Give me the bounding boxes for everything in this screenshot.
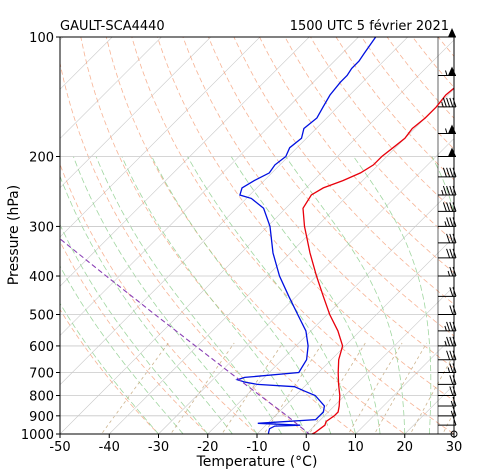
isotherm-line [60, 37, 162, 139]
dry-adiabat-line [182, 37, 454, 369]
x-tick-label: 10 [347, 440, 364, 455]
isotherm-line [60, 37, 310, 287]
isotherm-line [355, 335, 454, 434]
dry-adiabat-line [259, 37, 454, 274]
isotherm-line [60, 37, 261, 238]
y-tick-label: 600 [29, 340, 54, 355]
y-tick-label: 800 [29, 390, 54, 405]
dry-adiabat-line [157, 37, 454, 402]
isotherm-line [207, 187, 454, 434]
isotherm-line [305, 285, 454, 434]
mixing-ratio-line [462, 343, 500, 442]
wind-barb [438, 321, 457, 332]
y-tick-label: 200 [29, 151, 54, 166]
y-tick-label: 100 [29, 31, 54, 46]
dry-adiabat-line [284, 37, 454, 243]
x-tick-label: 30 [446, 440, 463, 455]
wind-barb [438, 350, 457, 361]
wind-barb [438, 266, 457, 277]
dry-adiabat-line [464, 37, 500, 442]
wind-barb [438, 375, 457, 385]
isotherm-line [60, 37, 212, 189]
wind-barb [438, 233, 457, 244]
dewpoint-line [235, 37, 377, 434]
y-tick-label: 900 [29, 410, 54, 425]
x-tick-label: -20 [197, 440, 218, 455]
time-label: 1500 UTC 5 février 2021 [290, 19, 449, 34]
moist-adiabat-line [121, 156, 307, 434]
x-tick-label: -40 [99, 440, 120, 455]
y-tick-label: 400 [29, 270, 54, 285]
wind-barb [438, 336, 457, 347]
moist-adiabat-line [60, 175, 233, 434]
dry-adiabat-line [412, 37, 454, 88]
dry-adiabat-line [361, 37, 454, 150]
wind-barb [438, 287, 457, 297]
wind-barb [438, 415, 457, 426]
moist-adiabat-line [95, 156, 282, 434]
parcel-line [60, 238, 311, 434]
wind-barb [438, 406, 457, 417]
y-tick-label: 500 [29, 308, 54, 323]
wind-barb [438, 217, 457, 227]
y-tick-label: 700 [29, 367, 54, 382]
station-label: GAULT-SCA4440 [60, 19, 165, 34]
wind-barb [438, 305, 457, 315]
mixing-ratio-line [347, 342, 403, 434]
wind-barb [438, 66, 456, 76]
moist-adiabat-line [60, 223, 209, 434]
isotherm-line [60, 37, 409, 386]
wind-barb [438, 124, 456, 134]
mixing-ratio-line [374, 342, 428, 434]
x-tick-label: 0 [302, 440, 310, 455]
background-lines [60, 28, 500, 442]
moist-adiabat-line [285, 156, 406, 434]
mixing-ratio-line [170, 342, 235, 434]
dry-adiabat-line [60, 61, 307, 434]
dry-adiabat-line [335, 37, 454, 181]
x-tick-label: 20 [396, 440, 413, 455]
dry-adiabat-line [233, 37, 454, 305]
mixing-ratio-line [442, 411, 454, 434]
grid [60, 36, 454, 435]
dry-adiabat-line [80, 37, 357, 434]
isotherm-line [60, 37, 359, 336]
mixing-ratio-line [409, 353, 454, 434]
dry-adiabat-line [60, 308, 160, 434]
x-tick-label: -10 [246, 440, 267, 455]
dry-adiabat-line [60, 163, 258, 434]
dry-adiabat-line [131, 37, 454, 434]
dry-adiabat-line [489, 37, 500, 442]
plot-frame [59, 36, 455, 435]
moist-adiabat-line [353, 156, 432, 434]
y-tick-label: 300 [29, 220, 54, 235]
isotherm-line [256, 236, 454, 434]
moist-adiabat-line [431, 156, 454, 434]
y-axis-label: Pressure (hPa) [6, 185, 22, 285]
mixing-ratio-line [263, 342, 323, 434]
moist-adiabat-line [73, 156, 258, 434]
isotherm-line [60, 39, 454, 434]
y-axis-ticks: 100 200 300 400 500 600 700 800 900 1000 [21, 31, 60, 443]
x-axis-ticks: -50 -40 -30 -20 -10 0 10 20 30 [49, 434, 462, 455]
dry-adiabat-line [105, 37, 406, 434]
temperature-line [302, 87, 454, 434]
isotherm-line [158, 138, 454, 434]
x-tick-label: -30 [148, 440, 169, 455]
dry-adiabat-line [60, 240, 209, 434]
series-layer [60, 37, 454, 434]
moist-adiabat-line [60, 302, 159, 434]
dry-adiabat-line [437, 37, 454, 57]
x-tick-label: -50 [49, 440, 70, 455]
dry-adiabat-line [208, 37, 454, 337]
x-axis-label: Temperature (°C) [196, 454, 318, 470]
isotherm-line [108, 88, 454, 434]
mixing-ratio-line [308, 342, 366, 434]
isotherm-line [495, 28, 500, 442]
wind-barb [438, 363, 457, 374]
moist-adiabat-line [479, 157, 500, 435]
y-tick-label: 1000 [21, 428, 54, 443]
mixing-ratio-line [100, 342, 169, 434]
